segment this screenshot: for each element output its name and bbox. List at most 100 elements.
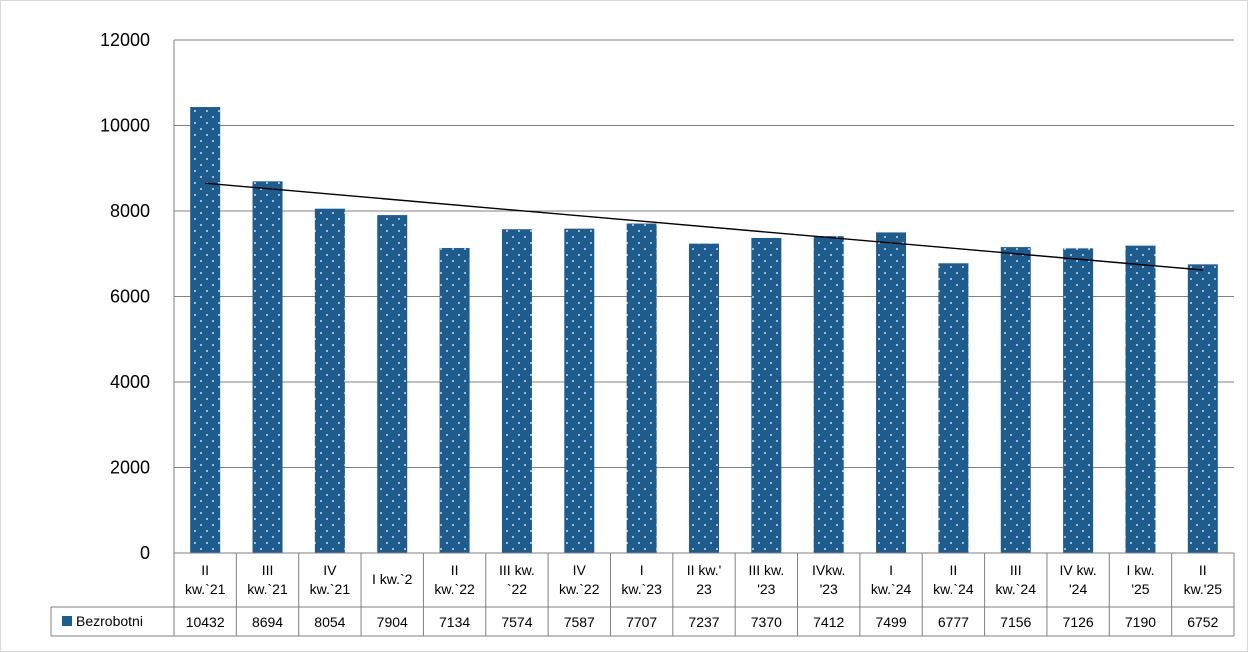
- y-tick-label: 6000: [110, 287, 150, 307]
- bar: [938, 263, 969, 553]
- data-table-value: 7134: [439, 614, 470, 630]
- bar: [377, 215, 408, 553]
- x-category-label-line: I kw.`2: [372, 571, 413, 587]
- x-category-label-line: III kw.: [499, 562, 535, 578]
- y-tick-label: 8000: [110, 201, 150, 221]
- x-category-label: II kw.`24: [933, 562, 974, 597]
- bar: [689, 243, 719, 553]
- x-category-label-line: I kw.: [1126, 562, 1154, 578]
- x-category-label: I kw.`2: [372, 571, 413, 587]
- bar: [1125, 245, 1156, 553]
- x-category-label-line: kw.`21: [310, 581, 351, 597]
- x-category-label-line: '23: [757, 581, 775, 597]
- bar: [564, 228, 595, 553]
- x-category-label-line: `22: [507, 581, 527, 597]
- x-category-label: III kw.`21: [247, 562, 288, 597]
- x-category-label-line: kw.`21: [185, 581, 226, 597]
- bar: [626, 223, 657, 553]
- x-category-label: III kw. '23: [748, 562, 784, 597]
- x-category-label: IV kw.`22: [559, 562, 600, 597]
- data-table-value: 7574: [501, 614, 532, 630]
- x-category-label: I kw. '25: [1126, 562, 1154, 597]
- bar: [751, 237, 782, 553]
- y-tick-label: 12000: [100, 30, 150, 50]
- x-category-label-line: II: [201, 562, 209, 578]
- data-table-value: 7412: [813, 614, 844, 630]
- trendline-line: [205, 182, 1203, 271]
- x-category-label-line: I: [889, 562, 893, 578]
- x-category-label-line: kw.`24: [871, 581, 912, 597]
- data-table-value: 8694: [252, 614, 283, 630]
- data-table-value: 7126: [1063, 614, 1094, 630]
- y-axis-ticks: 0 2000 4000 6000 8000 10000 12000: [100, 30, 150, 563]
- x-category-label: III kw.`24: [996, 562, 1037, 597]
- data-table-value: 7587: [564, 614, 595, 630]
- bar: [190, 107, 221, 554]
- data-table-value: 10432: [186, 614, 225, 630]
- x-category-label: II kw.`22: [434, 562, 475, 597]
- x-category-label-line: I: [640, 562, 644, 578]
- x-category-label-line: '24: [1069, 581, 1087, 597]
- x-category-label-line: III kw.: [748, 562, 784, 578]
- data-table-value: 7237: [688, 614, 719, 630]
- data-table-value: 7156: [1000, 614, 1031, 630]
- x-category-label-line: kw.`24: [933, 581, 974, 597]
- x-category-label-line: IV kw.: [1059, 562, 1096, 578]
- x-category-label-line: II: [451, 562, 459, 578]
- x-category-label: III kw. `22: [499, 562, 535, 597]
- x-category-label: II kw.'25: [1184, 562, 1223, 597]
- bars: [190, 107, 1218, 554]
- x-category-label-line: '23: [820, 581, 838, 597]
- bar: [252, 181, 283, 554]
- data-table-value: 7370: [751, 614, 782, 630]
- x-category-label-line: kw.`24: [996, 581, 1037, 597]
- data-table-value: 7190: [1125, 614, 1156, 630]
- legend-swatch: [62, 616, 72, 626]
- bar: [1187, 264, 1218, 553]
- data-table-value: 7707: [626, 614, 657, 630]
- x-category-label-line: kw.`22: [559, 581, 600, 597]
- y-tick-label: 4000: [110, 372, 150, 392]
- bar: [501, 229, 532, 554]
- x-category-label-line: IV: [573, 562, 587, 578]
- x-category-label-line: IV: [323, 562, 337, 578]
- trendline: [205, 182, 1203, 271]
- data-table-value: 8054: [314, 614, 345, 630]
- x-category-label-line: IVkw.: [812, 562, 845, 578]
- x-category-label-line: II kw.': [687, 562, 722, 578]
- x-category-label-line: III: [262, 562, 274, 578]
- x-category-label-line: kw.'25: [1184, 581, 1223, 597]
- bar: [439, 248, 470, 554]
- x-category-label-line: kw.`21: [247, 581, 288, 597]
- data-table-value: 7499: [875, 614, 906, 630]
- x-category-label-line: kw.`23: [621, 581, 662, 597]
- bar: [813, 236, 844, 553]
- x-category-label: IV kw.`21: [310, 562, 351, 597]
- x-category-label-line: 23: [696, 581, 712, 597]
- x-category-label: II kw.`21: [185, 562, 226, 597]
- legend-label: Bezrobotni: [76, 613, 143, 629]
- y-tick-label: 2000: [110, 458, 150, 478]
- x-category-label-line: '25: [1131, 581, 1149, 597]
- y-tick-label: 10000: [100, 116, 150, 136]
- bar: [876, 232, 907, 553]
- bar: [1063, 248, 1094, 553]
- bar: [314, 208, 345, 553]
- x-category-label-line: III: [1010, 562, 1022, 578]
- x-category-label-line: II: [1199, 562, 1207, 578]
- x-category-label: II kw.' 23: [687, 562, 722, 597]
- data-table-value: 7904: [377, 614, 408, 630]
- x-category-label: IVkw. '23: [812, 562, 845, 597]
- data-table-value: 6752: [1187, 614, 1218, 630]
- x-category-label-line: II: [950, 562, 958, 578]
- y-tick-label: 0: [140, 543, 150, 563]
- data-table-value: 6777: [938, 614, 969, 630]
- bar: [1000, 247, 1031, 553]
- x-category-label-line: kw.`22: [434, 581, 475, 597]
